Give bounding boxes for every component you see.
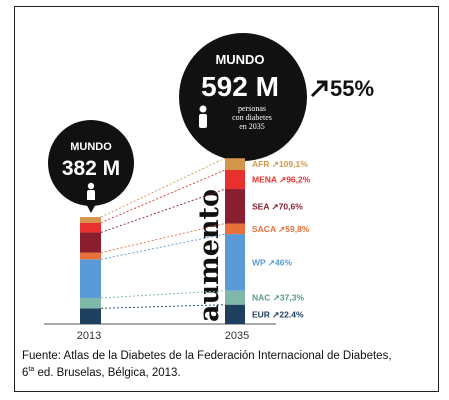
series-label-saca: SACA ↗59,8%: [252, 224, 310, 234]
connector-eur: [100, 304, 226, 309]
bar-2035-mena: [225, 170, 245, 190]
bar-2035-eur: [225, 304, 245, 324]
bar-2035-wp: [225, 234, 245, 291]
bar-2013-mena: [80, 222, 101, 233]
bubble-2035-note-1: personas: [238, 104, 266, 113]
connector-afr: [100, 157, 226, 218]
connector-mena: [100, 169, 226, 224]
bar-2013-eur: [80, 308, 101, 324]
vertical-label: aumento: [194, 189, 225, 322]
series-label-eur: EUR ↗22.4%: [252, 309, 304, 319]
bar-2035-sea: [225, 189, 245, 224]
bubble-2035: MUNDO 592 M personas con diabetes en 203…: [179, 33, 307, 170]
connector-wp: [100, 233, 226, 260]
source-caption: Fuente: Atlas de la Diabetes de la Feder…: [22, 349, 432, 380]
bubble-2035-note-3: en 2035: [239, 122, 265, 131]
series-label-sea: SEA ↗70,6%: [252, 201, 303, 211]
bar-2013-nac: [80, 297, 101, 309]
bubble-2013-label: MUNDO: [70, 141, 112, 153]
bar-2035-nac: [225, 290, 245, 305]
bubble-2035-value: 592 M: [201, 71, 279, 102]
bar-2035-afr: [225, 158, 245, 170]
series-label-wp: WP ↗46%: [252, 257, 292, 267]
x-label-2013: 2013: [77, 330, 101, 342]
bar-2035-saca: [225, 223, 245, 235]
arrow-up-right-icon: [310, 80, 328, 98]
bubble-2013-value: 382 M: [62, 157, 120, 180]
growth-indicator: 55%: [310, 76, 374, 101]
x-label-2035: 2035: [225, 330, 249, 342]
source-line-2: 6ta ed. Bruselas, Bélgica, 2013.: [22, 366, 181, 379]
series-label-mena: MENA ↗96,2%: [252, 175, 311, 185]
connector-nac: [100, 290, 226, 299]
bubble-2035-note-2: con diabetes: [232, 113, 272, 122]
bubble-2013: MUNDO 382 M: [48, 120, 134, 213]
source-line-1: Fuente: Atlas de la Diabetes de la Feder…: [22, 350, 392, 362]
bar-2013-saca: [80, 252, 101, 260]
connector-sea: [100, 188, 226, 233]
bar-2013-afr: [80, 217, 101, 223]
person-icon: [199, 105, 207, 128]
bar-2013-sea: [80, 232, 101, 253]
connector-saca: [100, 223, 226, 254]
series-label-afr: AFR ↗109,1%: [252, 159, 308, 169]
series-label-nac: NAC ↗37,3%: [252, 293, 304, 303]
stacked-bars: EUR ↗22.4% NAC ↗37,3% WP ↗46% SACA ↗59,8% SE…: [80, 157, 311, 324]
bubble-2035-label: MUNDO: [215, 52, 264, 67]
person-icon: [87, 182, 95, 202]
bar-2013-wp: [80, 259, 101, 298]
growth-value: 55%: [330, 76, 374, 101]
